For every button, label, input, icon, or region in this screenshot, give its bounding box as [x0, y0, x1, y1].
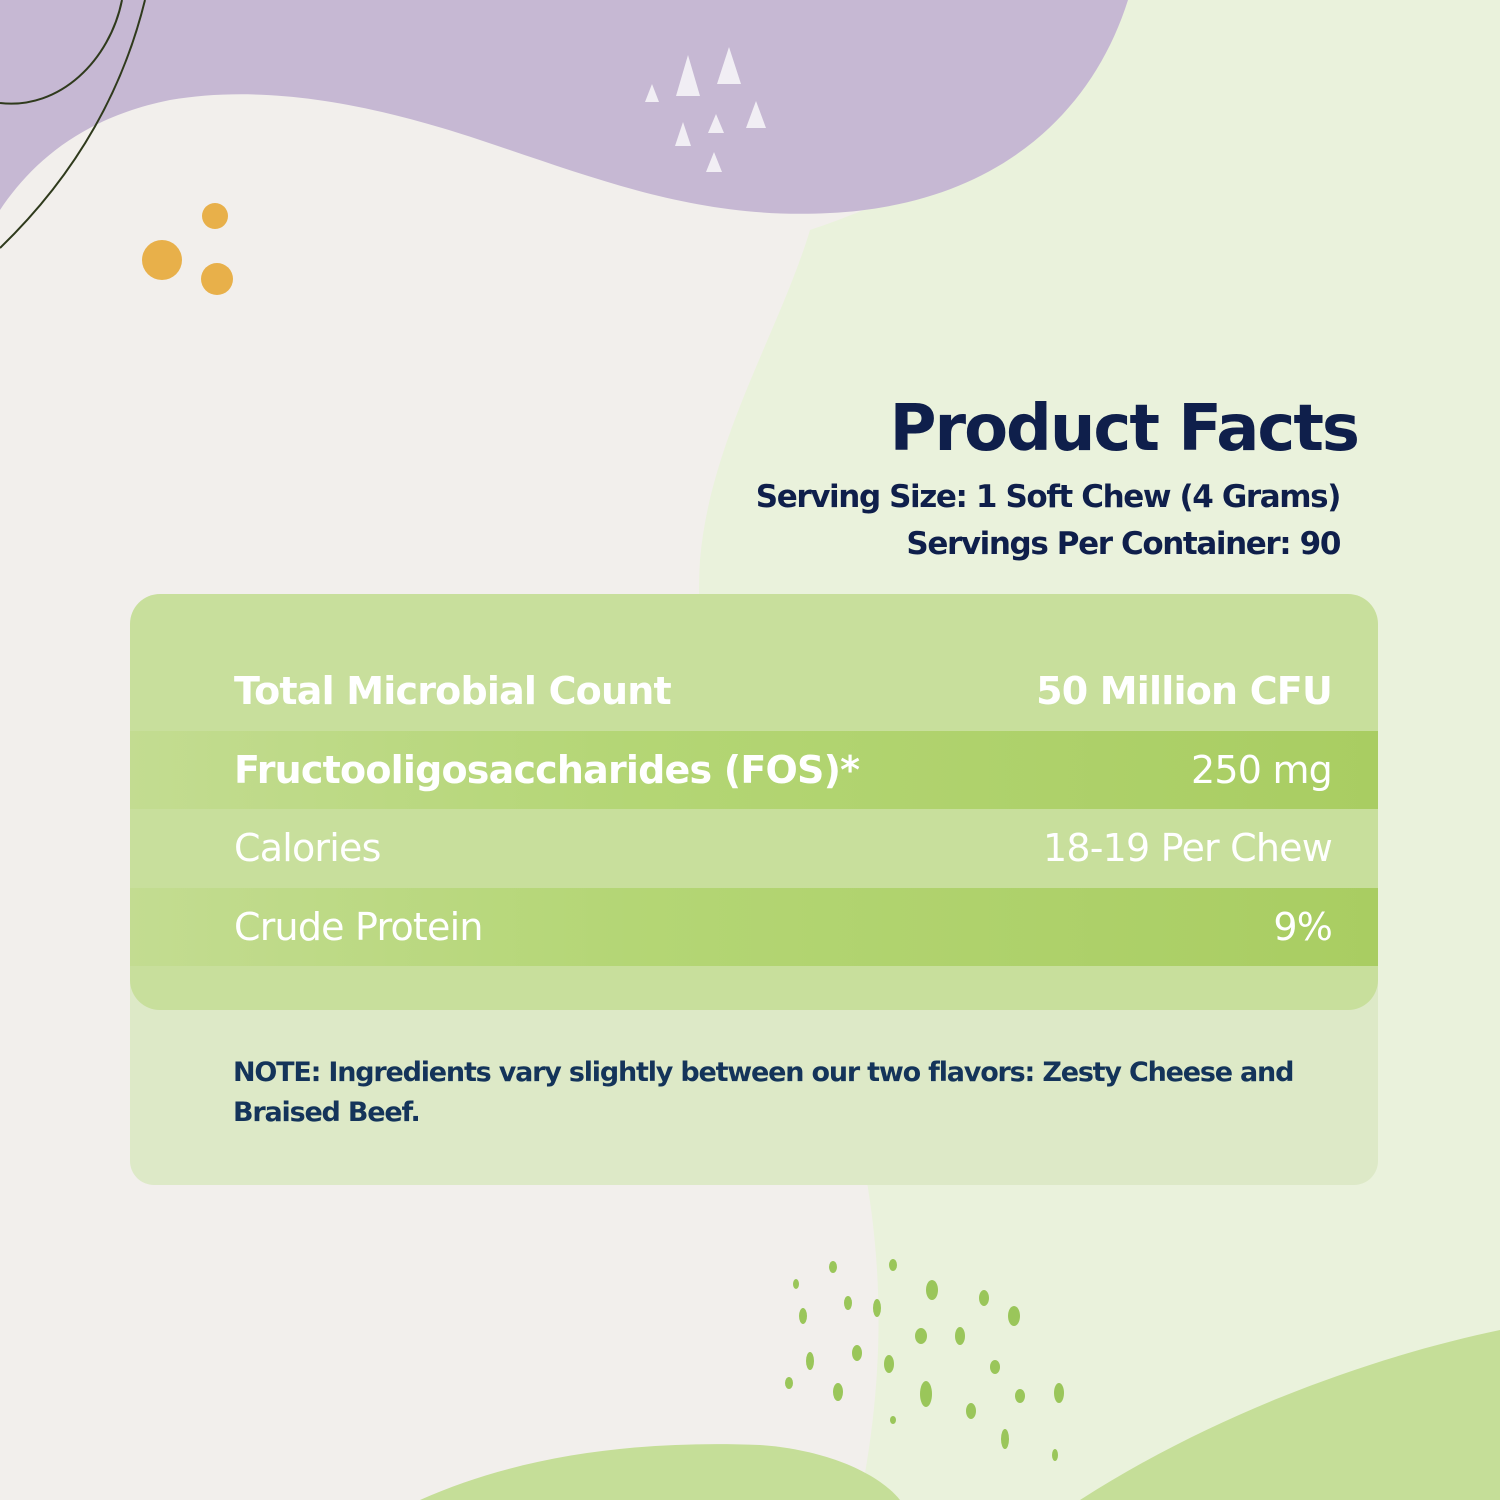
bottom-left-green-shape — [420, 1444, 900, 1500]
fact-value: 18-19 Per Chew — [1042, 826, 1333, 870]
facts-row-calories: Calories 18-19 Per Chew — [130, 809, 1378, 887]
fact-label: Total Microbial Count — [234, 669, 672, 713]
green-speckles — [785, 1259, 1064, 1461]
facts-table: Total Microbial Count 50 Million CFU Fru… — [130, 594, 1378, 1010]
triangle-sparkles — [645, 47, 766, 172]
fact-label: Fructooligosaccharides (FOS)* — [234, 748, 860, 792]
facts-row-crude-protein: Crude Protein 9% — [130, 888, 1378, 966]
bottom-right-green-shape — [1080, 1330, 1500, 1500]
lavender-blob — [0, 0, 1128, 214]
serving-size: Serving Size: 1 Soft Chew (4 Grams) — [755, 479, 1342, 515]
thin-line-1 — [0, 0, 123, 105]
facts-row-total-microbial-count: Total Microbial Count 50 Million CFU — [130, 652, 1378, 730]
fact-label: Calories — [234, 826, 381, 870]
flavor-note: NOTE: Ingredients vary slightly between … — [233, 1057, 1294, 1128]
page-title: Product Facts — [889, 392, 1360, 466]
yellow-dots — [142, 203, 233, 295]
fact-label: Crude Protein — [234, 905, 483, 949]
fact-value: 50 Million CFU — [1036, 669, 1333, 713]
fact-value: 9% — [1273, 905, 1332, 949]
servings-per-container: Servings Per Container: 90 — [906, 526, 1341, 562]
fact-value: 250 mg — [1191, 748, 1333, 792]
thin-line-2 — [0, 0, 146, 249]
facts-row-fos: Fructooligosaccharides (FOS)* 250 mg — [130, 731, 1378, 809]
